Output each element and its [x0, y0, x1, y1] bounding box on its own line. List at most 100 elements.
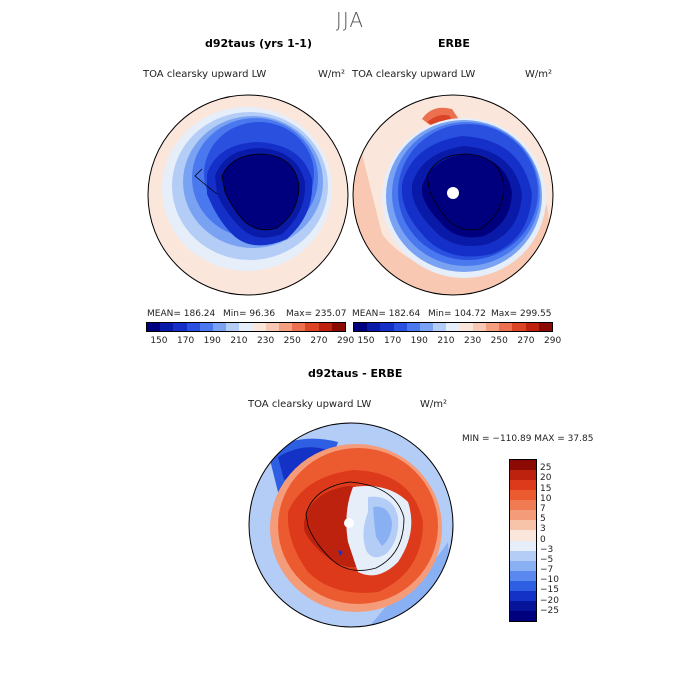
- colorbar-swatch: [510, 580, 536, 591]
- diff-polar-map: [248, 422, 454, 628]
- colorbar-swatch: [354, 323, 368, 331]
- colorbar-swatch: [510, 570, 536, 581]
- colorbar-swatch: [510, 480, 536, 491]
- colorbar-tick-label: 15: [540, 483, 552, 494]
- colorbar-swatch: [186, 323, 200, 331]
- right-mean: MEAN= 182.64: [352, 309, 421, 319]
- colorbar-swatch: [510, 510, 536, 521]
- colorbar-swatch: [510, 520, 536, 531]
- colorbar-swatch: [265, 323, 280, 331]
- colorbar-tick-label: −3: [540, 544, 554, 555]
- diff-minmax: MIN = −110.89 MAX = 37.85: [462, 434, 594, 444]
- colorbar-swatch: [147, 323, 161, 331]
- colorbar-swatch: [510, 600, 536, 611]
- colorbar-swatch: [510, 550, 536, 561]
- colorbar-swatch: [446, 323, 460, 331]
- colorbar-swatch: [331, 323, 346, 331]
- colorbar-tick-label: 7: [540, 503, 546, 514]
- colorbar-swatch: [305, 323, 319, 331]
- colorbar-tick-label: 210: [230, 336, 248, 346]
- colorbar-swatch: [510, 460, 536, 471]
- right-panel-title: ERBE: [438, 37, 470, 50]
- colorbar-tick-label: 10: [540, 493, 552, 504]
- colorbar-swatch: [499, 323, 513, 331]
- colorbar-tick-label: 170: [177, 336, 195, 346]
- right-panel-variable: TOA clearsky upward LW: [352, 69, 476, 80]
- colorbar-swatch: [318, 323, 332, 331]
- colorbar-tick-label: 5: [540, 514, 546, 525]
- colorbar-tick-label: 270: [517, 336, 535, 346]
- right-panel-units: W/m²: [525, 69, 553, 80]
- colorbar-tick-label: 170: [384, 336, 402, 346]
- colorbar-tick-label: 150: [150, 336, 168, 346]
- colorbar-tick-label: 190: [203, 336, 221, 346]
- right-polar-map: [352, 94, 554, 296]
- left-polar-map: [147, 94, 349, 296]
- colorbar-tick-label: 0: [540, 534, 546, 545]
- colorbar-tick-label: 3: [540, 524, 546, 535]
- colorbar-swatch: [393, 323, 407, 331]
- colorbar-swatch: [510, 540, 536, 551]
- left-panel-units: W/m²: [318, 69, 346, 80]
- left-colorbar: [146, 322, 346, 332]
- colorbar-swatch: [380, 323, 394, 331]
- colorbar-swatch: [510, 610, 536, 621]
- colorbar-tick-label: 270: [310, 336, 328, 346]
- colorbar-tick-label: 25: [540, 463, 552, 474]
- left-panel-variable: TOA clearsky upward LW: [143, 69, 267, 80]
- right-min: Min= 104.72: [428, 309, 486, 319]
- left-min: Min= 96.36: [223, 309, 276, 319]
- figure-title: JJA: [335, 8, 365, 32]
- colorbar-swatch: [510, 500, 536, 511]
- right-colorbar-labels: 150 170 190 210 230 250 270 290: [353, 336, 561, 348]
- colorbar-swatch: [433, 323, 447, 331]
- colorbar-tick-label: −7: [540, 565, 554, 576]
- right-colorbar: [353, 322, 553, 332]
- colorbar-tick-label: 20: [540, 473, 552, 484]
- left-max: Max= 235.07: [286, 309, 347, 319]
- colorbar-tick-label: 250: [490, 336, 508, 346]
- left-mean: MEAN= 186.24: [147, 309, 216, 319]
- colorbar-tick-label: 190: [410, 336, 428, 346]
- colorbar-swatch: [160, 323, 174, 331]
- colorbar-swatch: [510, 530, 536, 541]
- colorbar-swatch: [199, 323, 214, 331]
- colorbar-swatch: [538, 323, 553, 331]
- colorbar-tick-label: −25: [540, 605, 559, 616]
- colorbar-swatch: [510, 590, 536, 601]
- right-max: Max= 299.55: [491, 309, 552, 319]
- diff-panel-variable: TOA clearsky upward LW: [248, 399, 372, 410]
- colorbar-swatch: [252, 323, 266, 331]
- colorbar-swatch: [510, 560, 536, 571]
- colorbar-swatch: [510, 490, 536, 501]
- colorbar-swatch: [292, 323, 306, 331]
- left-colorbar-labels: 150 170 190 210 230 250 270 290: [146, 336, 354, 348]
- colorbar-swatch: [486, 323, 500, 331]
- left-panel-title: d92taus (yrs 1-1): [205, 37, 312, 50]
- colorbar-tick-label: −20: [540, 595, 559, 606]
- colorbar-swatch: [420, 323, 434, 331]
- colorbar-swatch: [173, 323, 187, 331]
- colorbar-swatch: [525, 323, 539, 331]
- colorbar-swatch: [510, 470, 536, 481]
- colorbar-swatch: [226, 323, 240, 331]
- colorbar-swatch: [213, 323, 227, 331]
- diff-colorbar: [509, 459, 537, 622]
- colorbar-tick-label: 230: [257, 336, 275, 346]
- colorbar-swatch: [406, 323, 421, 331]
- colorbar-tick-label: −5: [540, 554, 554, 565]
- colorbar-tick-label: −15: [540, 585, 559, 596]
- colorbar-swatch: [459, 323, 473, 331]
- colorbar-tick-label: 290: [544, 336, 562, 346]
- colorbar-swatch: [239, 323, 253, 331]
- colorbar-tick-label: 230: [464, 336, 482, 346]
- diff-panel-units: W/m²: [420, 399, 448, 410]
- colorbar-swatch: [367, 323, 381, 331]
- colorbar-swatch: [472, 323, 487, 331]
- colorbar-tick-label: −10: [540, 575, 559, 586]
- colorbar-tick-label: 150: [357, 336, 375, 346]
- colorbar-swatch: [512, 323, 526, 331]
- colorbar-tick-label: 290: [337, 336, 355, 346]
- colorbar-tick-label: 210: [437, 336, 455, 346]
- colorbar-swatch: [279, 323, 293, 331]
